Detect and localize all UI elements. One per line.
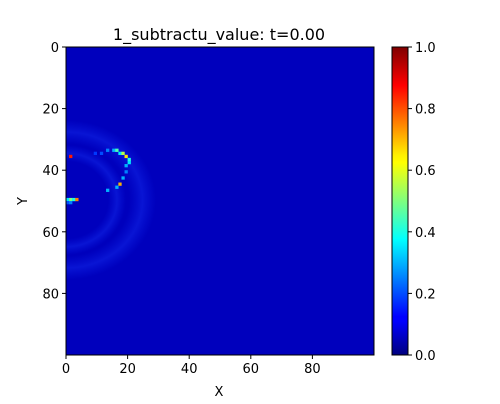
- x-tick-label: 40: [181, 362, 198, 377]
- chart-title: 1_subtractu_value: t=0.00: [113, 25, 325, 45]
- heatmap-cell: [69, 201, 72, 204]
- heatmap-cell: [125, 155, 128, 158]
- y-tick-label: 80: [42, 287, 59, 302]
- x-tick-label: 0: [62, 362, 70, 377]
- heatmap-cell: [115, 149, 118, 152]
- colorbar-tick-label: 0.6: [415, 164, 436, 179]
- plot-area: [0, 47, 374, 355]
- heatmap-cell: [128, 161, 131, 164]
- y-tick-label: 60: [42, 226, 59, 241]
- x-axis-ticks: 0 20 40 60 80: [62, 355, 321, 377]
- heatmap-cell: [115, 186, 118, 189]
- heatmap-cell: [128, 158, 131, 161]
- heatmap-cell: [112, 149, 115, 152]
- colorbar: 0.0 0.2 0.4 0.6 0.8 1.0: [392, 41, 436, 364]
- heatmap-cell: [106, 189, 109, 192]
- colorbar-tick-label: 0.4: [415, 226, 436, 241]
- heatmap-cell: [118, 183, 121, 186]
- heatmap-cell: [125, 164, 128, 167]
- heatmap-cell: [94, 152, 97, 155]
- colorbar-ticks: 0.0 0.2 0.4 0.6 0.8 1.0: [408, 41, 436, 364]
- x-tick-label: 60: [243, 362, 260, 377]
- y-axis-ticks: 0 20 40 60 80: [42, 41, 66, 302]
- heatmap-cell: [75, 198, 78, 201]
- colorbar-gradient: [392, 47, 408, 355]
- x-tick-label: 80: [304, 362, 321, 377]
- heatmap-cell: [125, 170, 128, 173]
- y-tick-label: 20: [42, 103, 59, 118]
- heatmap-cell: [121, 152, 124, 155]
- heatmap-cell: [69, 155, 72, 158]
- x-axis-label: X: [215, 385, 224, 400]
- heatmap-cell: [72, 198, 75, 201]
- y-tick-label: 0: [51, 41, 59, 56]
- heatmap-cell: [69, 198, 72, 201]
- colorbar-tick-label: 1.0: [415, 41, 436, 56]
- heatmap-cell: [118, 152, 121, 155]
- y-tick-label: 40: [42, 164, 59, 179]
- x-tick-label: 20: [119, 362, 136, 377]
- heatmap-cell: [100, 152, 103, 155]
- heatmap-cell: [121, 176, 124, 179]
- y-axis-label: Y: [16, 197, 31, 206]
- heatmap-cell: [106, 149, 109, 152]
- colorbar-tick-label: 0.0: [415, 349, 436, 364]
- colorbar-tick-label: 0.2: [415, 287, 436, 302]
- colorbar-tick-label: 0.8: [415, 103, 436, 118]
